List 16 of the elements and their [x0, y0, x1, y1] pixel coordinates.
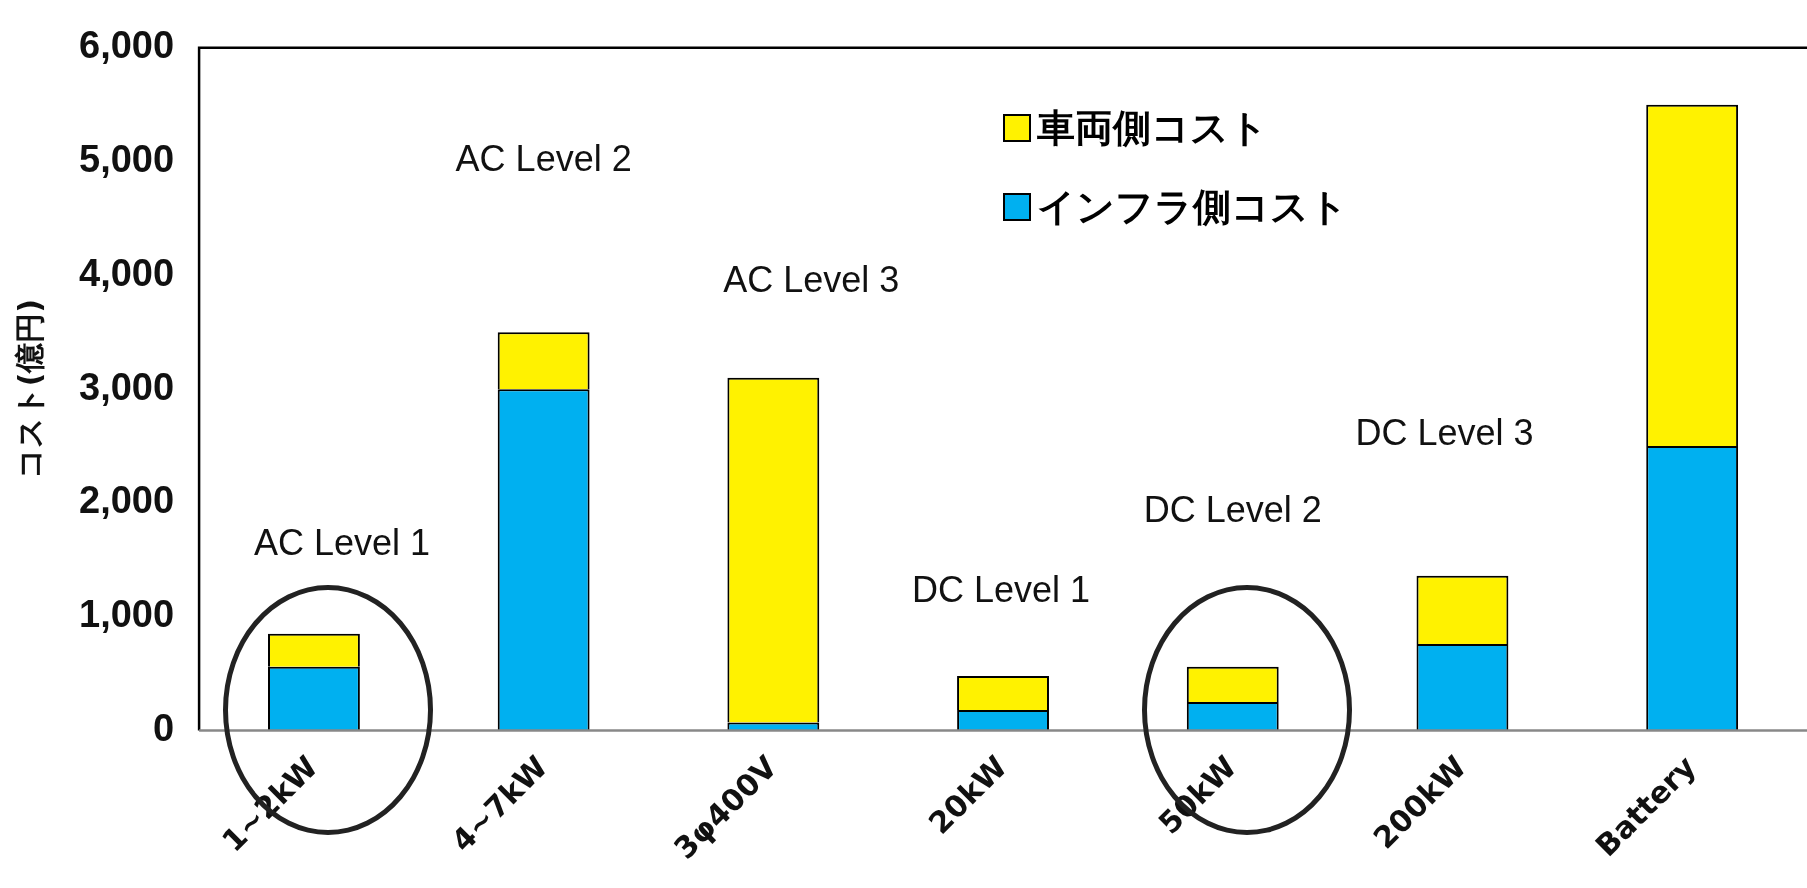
annotation: AC Level 2 — [455, 137, 632, 179]
legend-label: インフラ側コスト — [1037, 183, 1349, 231]
legend-label: 車両側コスト — [1037, 104, 1269, 152]
y-tick-label: 3,000 — [79, 365, 175, 408]
y-tick-label: 5,000 — [79, 138, 175, 181]
y-axis-title: コスト(億円) — [11, 298, 47, 480]
annotation: AC Level 1 — [253, 521, 430, 563]
annotation: AC Level 3 — [723, 258, 900, 300]
annotation: DC Level 1 — [912, 568, 1091, 610]
annotation: DC Level 3 — [1355, 411, 1534, 453]
y-tick-label: 1,000 — [79, 593, 175, 636]
y-tick-label: 0 — [152, 706, 175, 749]
annotation: DC Level 2 — [1143, 488, 1322, 530]
y-tick-label: 6,000 — [79, 24, 175, 67]
y-tick-label: 2,000 — [79, 479, 175, 522]
y-tick-label: 4,000 — [79, 251, 175, 294]
